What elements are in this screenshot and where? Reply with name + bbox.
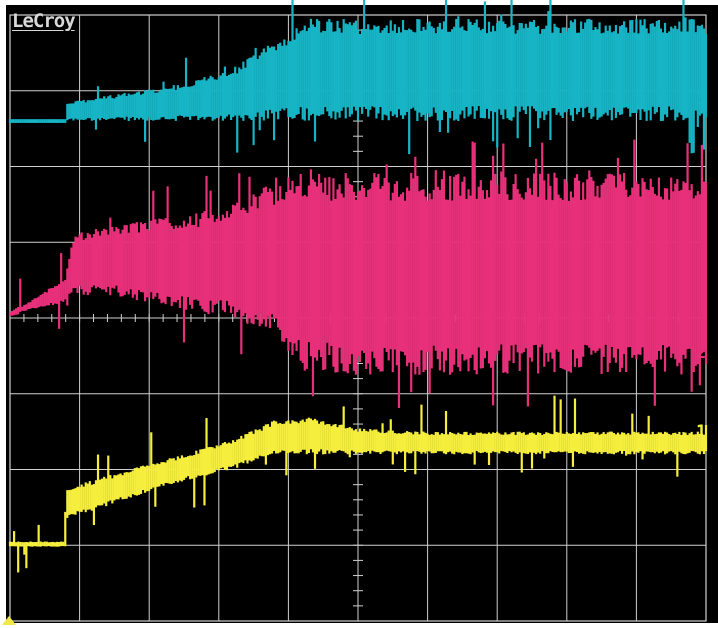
trace-channel-2: [8, 139, 708, 409]
channel-1-marker: 1: [696, 422, 707, 443]
trace-channel-1: [8, 395, 708, 573]
brand-logo: LeCroy: [12, 10, 76, 32]
trace-channel-3: [8, 0, 708, 155]
channel-3-marker: 3: [696, 89, 707, 110]
trigger-position-marker: [2, 616, 16, 625]
channel-2-marker: 2: [696, 342, 707, 363]
waveforms: [8, 0, 708, 573]
